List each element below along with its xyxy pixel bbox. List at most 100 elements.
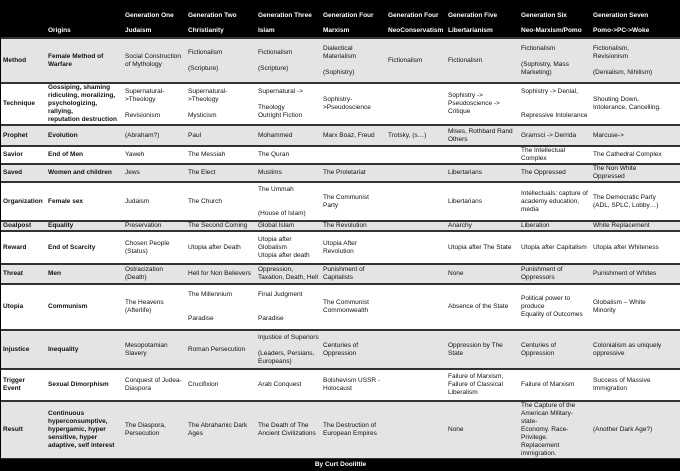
table-cell: Ostracization (Death) — [123, 263, 186, 284]
column-header-generation: Generation Three — [258, 12, 312, 19]
table-cell: Fictionalism (Sophistry, Mass Marketing) — [519, 37, 591, 83]
table-cell — [386, 220, 446, 231]
column-header-ideology: NeoConservatism — [388, 27, 444, 34]
table-cell: Global Islam — [256, 220, 321, 231]
table-cell: The Elect — [186, 163, 256, 182]
table-cell — [386, 163, 446, 182]
column-header-generation: Generation Seven — [593, 12, 649, 19]
table-row-prophet: Prophet Evolution (Abraham?) Paul Mohammed Ma… — [1, 124, 680, 146]
column-header: Generation Four Marxism — [321, 0, 386, 38]
table-cell — [386, 368, 446, 401]
column-header: Generation Six Neo-Marxism/Pomo — [519, 0, 591, 38]
origins-cell: Female Method of Warfare — [46, 37, 123, 83]
table-cell: Paul — [186, 124, 256, 146]
row-label: Savior — [1, 145, 46, 164]
table-cell: Utopia after Whiteness — [591, 230, 680, 264]
table-cell: None — [446, 400, 519, 459]
origins-cell: Sexual Dimorphism — [46, 368, 123, 401]
table-cell: Chosen People (Status) — [123, 230, 186, 264]
table-cell: The Communist Commonwealth — [321, 283, 386, 330]
table-row-threat: Threat Men Ostracization (Death) Hell for N… — [1, 263, 680, 284]
table-cell: Liberation — [519, 220, 591, 231]
column-header-ideology: Islam — [258, 27, 275, 34]
table-cell: Sophistry -> Pseudoscience -> Critique — [446, 82, 519, 125]
table-cell: Yaweh — [123, 145, 186, 164]
table-cell: The Quran — [256, 145, 321, 164]
table-cell: Fictionalism — [446, 37, 519, 83]
table-cell: Supernatural -> Theology Outright Fictio… — [256, 82, 321, 125]
table-cell: Utopia after Capitalism — [519, 230, 591, 264]
table-cell — [386, 230, 446, 264]
row-label: Saved — [1, 163, 46, 182]
table-cell: Gramsci -> Derrida — [519, 124, 591, 146]
column-header: Generation Two Christianity — [186, 0, 256, 38]
table-cell: Oppression by The State — [446, 329, 519, 369]
table-cell: Jews — [123, 163, 186, 182]
table-cell: The Church — [186, 181, 256, 221]
origins-cell: Evolution — [46, 124, 123, 146]
row-label: Reward — [1, 230, 46, 264]
table-cell: Fictionalism (Scripture) — [186, 37, 256, 83]
table-row-method: Method Female Method of Warfare Social Con… — [1, 37, 680, 83]
table-cell: The Abrahamic Dark Ages — [186, 400, 256, 459]
table-cell: Fictionalism (Scripture) — [256, 37, 321, 83]
table-cell: Oppression, Taxation, Death, Hell — [256, 263, 321, 284]
column-header-generation: Generation Five — [448, 12, 498, 19]
table-row-result: Result Continuous hyperconsumptive, hyper… — [1, 400, 680, 459]
table-row-trigger-event: Trigger Event Sexual Dimorphism Conquest o… — [1, 368, 680, 401]
table-cell: Arab Conquest — [256, 368, 321, 401]
row-label: Goalpost — [1, 220, 46, 231]
column-header-generation: Generation Two — [188, 12, 237, 19]
row-label: Prophet — [1, 124, 46, 146]
table-cell: Libertarians — [446, 163, 519, 182]
table-cell: Conquest of Judea- Diaspora — [123, 368, 186, 401]
table-cell: Failure of Marxism — [519, 368, 591, 401]
origins-cell: Communism — [46, 283, 123, 330]
table-row-goalpost: Goalpost Equality Preservation The Second C… — [1, 220, 680, 231]
table-cell: Punishment of Whites — [591, 263, 680, 284]
table-cell: Roman Persecution — [186, 329, 256, 369]
column-header: Generation Four NeoConservatism — [386, 0, 446, 38]
table-cell: The Messiah — [186, 145, 256, 164]
table-cell: Absence of the State — [446, 283, 519, 330]
table-cell: The Proletariat — [321, 163, 386, 182]
table-cell: Sophistry- >Pseudoscience — [321, 82, 386, 125]
table-cell: The Cathedral Complex — [591, 145, 680, 164]
header-row: Origins Generation One Judaism Generation T… — [1, 0, 680, 38]
column-header: Generation One Judaism — [123, 0, 186, 38]
origins-cell: End of Men — [46, 145, 123, 164]
column-header-generation: Generation One — [125, 12, 174, 19]
column-header: Generation Seven Pomo->PC->Woke — [591, 0, 680, 38]
table-cell: Mohammed — [256, 124, 321, 146]
table-row-reward: Reward End of Scarcity Chosen People (Stat… — [1, 230, 680, 264]
row-label: Threat — [1, 263, 46, 284]
row-label: Trigger Event — [1, 368, 46, 401]
table-cell: The Heavens (Afterlife) — [123, 283, 186, 330]
table-cell: Trotsky, (s…) — [386, 124, 446, 146]
table-cell: Judaism — [123, 181, 186, 221]
table-cell: The Ummah (House of Islam) — [256, 181, 321, 221]
row-label: Technique — [1, 82, 46, 125]
table-cell: Punishment of Capitalists — [321, 263, 386, 284]
table-cell: Marx Boaz, Freud — [321, 124, 386, 146]
table-cell: Muslims — [256, 163, 321, 182]
table-cell: Shouting Down, Intolerance, Cancelling. — [591, 82, 680, 125]
table-cell: Libertarians — [446, 181, 519, 221]
column-header: Origins — [46, 0, 123, 38]
origins-cell: Men — [46, 263, 123, 284]
table-cell: Colonialism as uniquely oppressive — [591, 329, 680, 369]
table-cell: The Millennium Paradise — [186, 283, 256, 330]
column-header-ideology: Neo-Marxism/Pomo — [521, 27, 582, 34]
table-cell: Intellectuals: capture of academy educat… — [519, 181, 591, 221]
table-cell: Dialectical Materialism (Sophistry) — [321, 37, 386, 83]
table-cell: Injustice of Superiors (Leaders, Persian… — [256, 329, 321, 369]
origins-cell: Inequality — [46, 329, 123, 369]
table-row-utopia: Utopia Communism The Heavens (Afterlife) Th… — [1, 283, 680, 330]
origins-cell: Women and children — [46, 163, 123, 182]
table-row-injustice: Injustice Inequality Mesopotamian Slavery R… — [1, 329, 680, 369]
table-cell: Globalism – White Minority — [591, 283, 680, 330]
table-cell: Centuries of Oppression — [321, 329, 386, 369]
table-cell: Fictionalism, Revisionism (Denialism, Ni… — [591, 37, 680, 83]
row-label: Injustice — [1, 329, 46, 369]
